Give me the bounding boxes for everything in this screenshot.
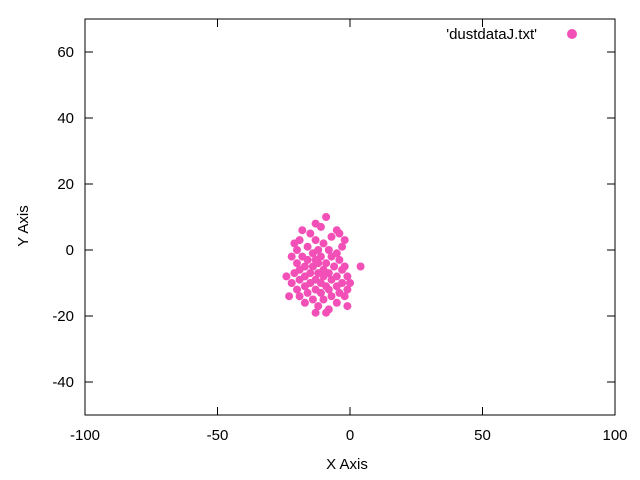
data-point bbox=[346, 279, 354, 287]
data-point bbox=[327, 232, 336, 241]
data-point bbox=[327, 275, 336, 284]
data-point bbox=[303, 288, 312, 297]
legend-marker bbox=[567, 29, 577, 39]
legend-label: 'dustdataJ.txt' bbox=[446, 26, 537, 43]
x-tick-label: 0 bbox=[346, 427, 354, 444]
data-point bbox=[324, 246, 333, 254]
data-point bbox=[356, 262, 365, 271]
data-point bbox=[303, 242, 312, 251]
data-point bbox=[298, 226, 307, 235]
data-point bbox=[343, 302, 352, 311]
data-point bbox=[293, 259, 301, 268]
data-point bbox=[316, 222, 325, 231]
data-point bbox=[340, 292, 349, 301]
y-tick-label: -20 bbox=[52, 308, 74, 325]
legend: 'dustdataJ.txt' bbox=[446, 26, 577, 43]
data-point bbox=[319, 272, 328, 281]
data-point bbox=[324, 285, 333, 294]
data-point bbox=[335, 229, 344, 238]
data-point bbox=[295, 275, 304, 284]
data-point bbox=[295, 292, 304, 301]
y-tick-label: 20 bbox=[57, 176, 74, 193]
x-tick-label: -100 bbox=[70, 427, 100, 444]
data-point bbox=[316, 288, 325, 297]
data-point bbox=[327, 252, 336, 261]
data-point bbox=[340, 236, 349, 245]
data-point bbox=[338, 265, 347, 274]
axis-ticks bbox=[84, 19, 616, 415]
axis-tick-labels: -100 -50 0 50 100 -40 -20 0 20 40 60 bbox=[52, 44, 627, 444]
data-point bbox=[282, 272, 291, 281]
y-axis-label: Y Axis bbox=[15, 205, 32, 246]
data-point bbox=[308, 262, 317, 271]
data-point bbox=[338, 242, 347, 251]
x-tick-label: 50 bbox=[474, 427, 491, 444]
data-point bbox=[290, 269, 299, 278]
data-point bbox=[343, 272, 352, 281]
data-point bbox=[314, 302, 323, 311]
data-point bbox=[319, 239, 328, 248]
data-point bbox=[322, 259, 331, 268]
y-tick-label: -40 bbox=[52, 374, 74, 391]
data-point bbox=[332, 282, 341, 291]
data-point bbox=[293, 246, 301, 254]
plot-frame bbox=[84, 18, 616, 416]
data-point bbox=[330, 262, 339, 271]
data-point bbox=[311, 308, 320, 317]
data-point bbox=[287, 252, 296, 261]
data-point bbox=[322, 308, 331, 317]
data-points bbox=[282, 213, 365, 317]
x-axis-label: X Axis bbox=[326, 456, 368, 473]
data-point bbox=[308, 249, 317, 258]
x-tick-label: 100 bbox=[602, 427, 627, 444]
data-point bbox=[300, 282, 309, 291]
data-point bbox=[343, 285, 352, 294]
data-point bbox=[332, 298, 341, 307]
data-point bbox=[327, 292, 336, 301]
y-tick-label: 0 bbox=[66, 242, 74, 259]
data-point bbox=[303, 255, 312, 264]
data-point bbox=[300, 298, 309, 307]
x-tick-label: -50 bbox=[207, 427, 229, 444]
data-point bbox=[285, 292, 294, 301]
data-point bbox=[306, 229, 315, 238]
data-point bbox=[308, 295, 317, 304]
y-tick-label: 60 bbox=[57, 44, 74, 61]
y-tick-label: 40 bbox=[57, 110, 74, 127]
data-point bbox=[335, 255, 344, 264]
data-point bbox=[290, 239, 299, 248]
data-point bbox=[311, 236, 320, 245]
data-point bbox=[322, 213, 331, 221]
data-point bbox=[287, 279, 296, 287]
data-point bbox=[319, 295, 328, 304]
data-point bbox=[293, 285, 301, 294]
